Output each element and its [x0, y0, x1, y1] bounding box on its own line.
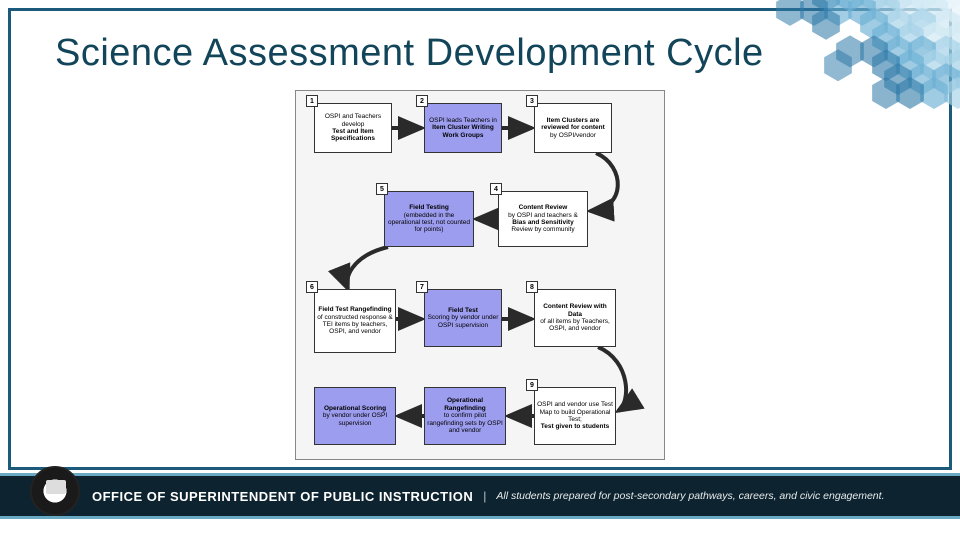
flow-node-number: 2: [416, 95, 428, 107]
flow-node-number: 1: [306, 95, 318, 107]
flow-node-8: Content Review with Data of all items by…: [534, 289, 616, 347]
flow-node-6: Field Test Rangefinding of constructed r…: [314, 289, 396, 353]
flow-node-5: Field Testing (embedded in the operation…: [384, 191, 474, 247]
state-seal-icon: [30, 466, 80, 516]
footer-stripe-bottom: [0, 516, 960, 519]
flow-node-2: OSPI leads Teachers in Item Cluster Writ…: [424, 103, 502, 153]
flow-node-number: 4: [490, 183, 502, 195]
flow-node-10: Operational Rangefinding to confirm pilo…: [424, 387, 506, 445]
footer-tagline: All students prepared for post-secondary…: [496, 490, 884, 502]
flow-node-3: Item Clusters are reviewed for content b…: [534, 103, 612, 153]
flow-node-11: Operational Scoring by vendor under OSPI…: [314, 387, 396, 445]
flow-node-number: 7: [416, 281, 428, 293]
flow-edge-3-4: [590, 153, 618, 211]
flow-node-number: 6: [306, 281, 318, 293]
flowchart-container: OSPI and Teachers develop Test and Item …: [295, 90, 665, 460]
flow-node-1: OSPI and Teachers develop Test and Item …: [314, 103, 392, 153]
footer-separator: |: [483, 489, 486, 503]
flow-node-number: 9: [526, 379, 538, 391]
flow-node-number: 8: [526, 281, 538, 293]
footer-bar: OFFICE OF SUPERINTENDENT OF PUBLIC INSTR…: [0, 476, 960, 516]
flow-edge-5-6: [347, 247, 388, 289]
flow-node-9: OSPI and vendor use Test Map to build Op…: [534, 387, 616, 445]
flow-node-7: Field Test Scoring by vendor under OSPI …: [424, 289, 502, 347]
footer-org: OFFICE OF SUPERINTENDENT OF PUBLIC INSTR…: [92, 489, 473, 504]
page-title: Science Assessment Development Cycle: [55, 32, 764, 75]
flow-node-number: 5: [376, 183, 388, 195]
flow-node-number: 3: [526, 95, 538, 107]
flow-node-4: Content Review by OSPI and teachers & Bi…: [498, 191, 588, 247]
